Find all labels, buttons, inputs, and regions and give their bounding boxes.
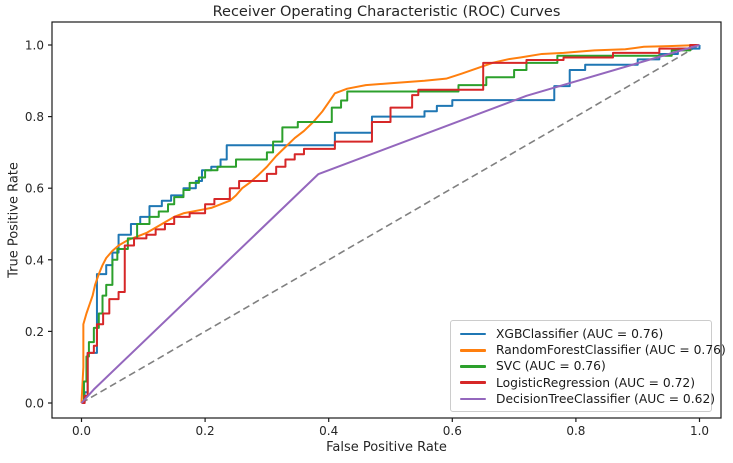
x-tick-label: 0.8 [566,424,585,438]
roc-curve-LogisticRegression [81,44,700,404]
legend-line-sample [460,348,486,352]
y-tick-label: 0.8 [25,110,44,124]
legend-line-sample [460,381,486,384]
roc-curve-DecisionTreeClassifier [80,44,700,404]
legend-line-sample [460,365,486,368]
x-tick-label: 0.2 [196,424,215,438]
legend-label: RandomForestClassifier (AUC = 0.76) [496,343,726,358]
y-tick-label: 0.2 [25,325,44,339]
legend-label: SVC (AUC = 0.76) [496,359,606,374]
y-axis-label: True Positive Rate [6,162,22,278]
chance-diagonal [81,44,700,404]
x-axis-label: False Positive Rate [326,440,447,455]
legend-line-sample [460,332,486,336]
legend-item-XGBClassifier: XGBClassifier (AUC = 0.76) [460,326,705,342]
legend-label: DecisionTreeClassifier (AUC = 0.62) [496,391,716,406]
y-tick-label: 0.6 [25,182,44,196]
y-tick-label: 1.0 [25,39,44,53]
legend-label: LogisticRegression (AUC = 0.72) [496,375,696,390]
legend-item-LogisticRegression: LogisticRegression (AUC = 0.72) [460,375,705,391]
x-tick-label: 0.4 [319,424,338,438]
legend-item-RandomForestClassifier: RandomForestClassifier (AUC = 0.76) [460,342,726,358]
legend-label: XGBClassifier (AUC = 0.76) [496,326,664,341]
legend-item-SVC: SVC (AUC = 0.76) [460,358,705,374]
x-tick-label: 0.0 [72,424,91,438]
x-tick-label: 0.6 [443,424,462,438]
y-tick-label: 0.4 [25,253,44,267]
legend: XGBClassifier (AUC = 0.76) RandomForestCl… [450,320,726,412]
legend-item-DecisionTreeClassifier: DecisionTreeClassifier (AUC = 0.62) [460,391,715,407]
x-tick-label: 1.0 [690,424,709,438]
plot-frame [51,21,722,419]
legend-line-sample [460,397,486,401]
chart-title: Receiver Operating Characteristic (ROC) … [212,4,561,20]
roc-curve-SVC [81,44,700,404]
y-tick-label: 0.0 [25,397,44,411]
